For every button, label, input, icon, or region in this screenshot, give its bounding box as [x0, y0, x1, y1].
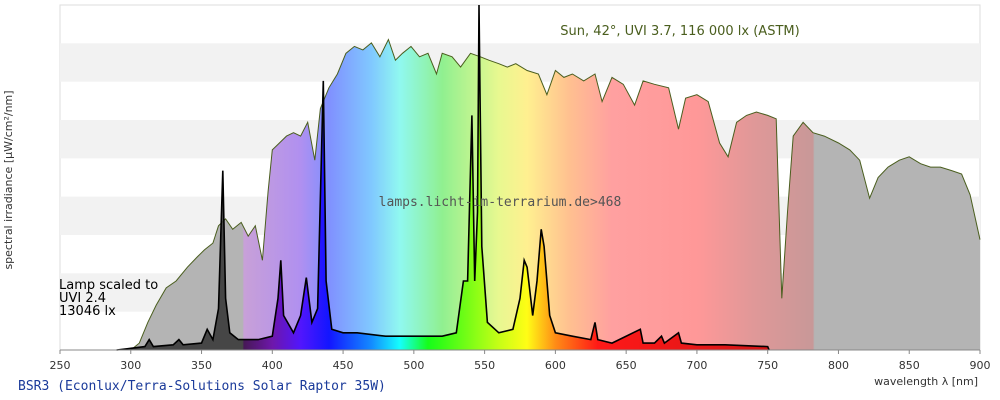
annotation: UVI 2.4	[59, 291, 106, 306]
legend-entry: BSR3 (Econlux/Terra-Solutions Solar Rapt…	[18, 379, 386, 394]
x-tick-label: 250	[50, 359, 71, 372]
area	[130, 39, 981, 350]
x-tick-label: 700	[686, 359, 707, 372]
y-axis-label: spectral irradiance [µW/cm²/nm]	[2, 90, 15, 269]
x-tick-label: 800	[828, 359, 849, 372]
x-axis-label: wavelength λ [nm]	[874, 375, 978, 388]
x-tick-label: 300	[120, 359, 141, 372]
x-tick-label: 600	[545, 359, 566, 372]
line	[130, 38, 981, 351]
x-tick-label: 850	[899, 359, 920, 372]
x-tick-label: 650	[616, 359, 637, 372]
watermark: lamps.licht-im-terrarium.de>468	[379, 195, 622, 210]
x-tick-label: 900	[970, 359, 991, 372]
x-tick-label: 750	[757, 359, 778, 372]
annotation: 13046 lx	[59, 304, 116, 319]
x-tick-label: 500	[403, 359, 424, 372]
x-tick-label: 400	[262, 359, 283, 372]
x-tick-label: 450	[333, 359, 354, 372]
legend-entry: Sun, 42°, UVI 3.7, 116 000 lx (ASTM)	[560, 24, 799, 39]
line	[116, 4, 770, 351]
x-tick-label: 550	[474, 359, 495, 372]
x-tick-label: 350	[191, 359, 212, 372]
annotation: Lamp scaled to	[59, 278, 158, 293]
